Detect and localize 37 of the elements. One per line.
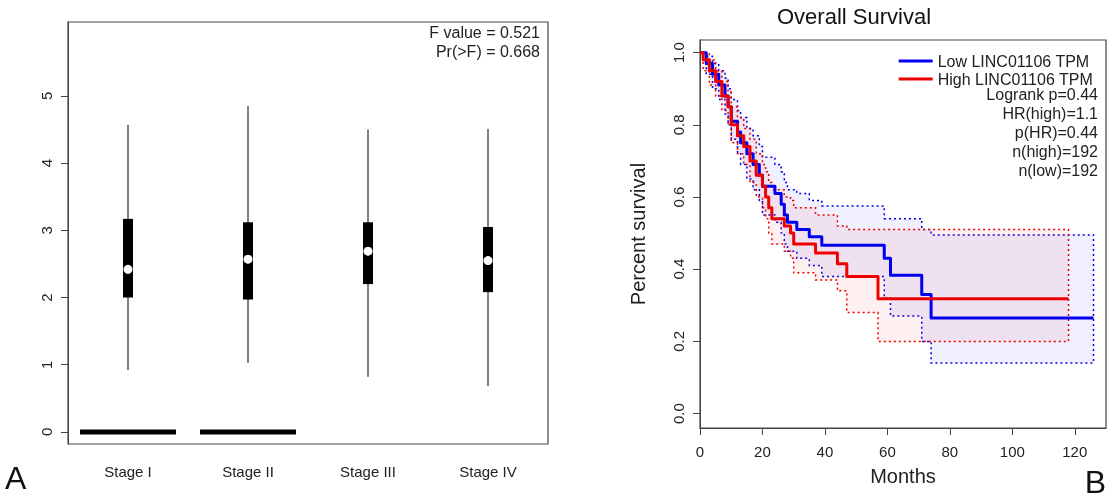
x-tick-label: 120 xyxy=(1062,443,1088,460)
x-tick-label: 60 xyxy=(879,443,896,460)
annotation: Logrank p=0.44 xyxy=(986,85,1099,103)
text: B xyxy=(1084,464,1106,498)
y-tick-label: 0.0 xyxy=(670,403,687,424)
y-tick-label: 0.6 xyxy=(670,186,687,208)
annotation: n(high)=192 xyxy=(1012,142,1099,160)
y-tick-label: 0.4 xyxy=(670,258,687,280)
y-tick-label: 1 xyxy=(38,360,55,369)
y-tick-label: 0 xyxy=(38,427,55,437)
legend-label: High LINC01106 TPM xyxy=(937,70,1093,88)
y-axis-title: Percent survival xyxy=(627,162,649,306)
x-tick-label: Stage II xyxy=(222,463,274,480)
y-tick-label: 4 xyxy=(38,158,55,168)
y-tick-label: 0.8 xyxy=(670,114,687,136)
x-tick-label: Stage III xyxy=(340,463,396,480)
annotation: p(HR)=0.44 xyxy=(1014,123,1099,141)
x-axis-title: Months xyxy=(870,465,936,487)
x-tick-label: Stage IV xyxy=(459,463,517,480)
annotation: Pr(>F) = 0.668 xyxy=(435,42,541,60)
y-tick-label: 1.0 xyxy=(670,42,687,64)
x-tick-label: 20 xyxy=(754,443,771,460)
text: A xyxy=(5,460,27,496)
y-tick-label: 3 xyxy=(38,226,55,235)
x-tick-label: 40 xyxy=(816,443,834,460)
x-tick-label: Stage I xyxy=(104,463,152,480)
y-tick-label: 5 xyxy=(38,91,55,101)
legend-label: Low LINC01106 TPM xyxy=(937,52,1090,70)
annotation: n(low)=192 xyxy=(1018,161,1099,179)
x-tick-label: 0 xyxy=(695,443,705,460)
x-tick-label: 100 xyxy=(999,443,1025,460)
x-tick-label: 80 xyxy=(941,443,959,460)
y-tick-label: 2 xyxy=(38,293,55,302)
y-tick-label: 0.2 xyxy=(670,330,687,352)
annotation: F value = 0.521 xyxy=(429,23,541,41)
chart-title: Overall Survival xyxy=(776,3,932,29)
annotation: HR(high)=1.1 xyxy=(1002,104,1099,122)
